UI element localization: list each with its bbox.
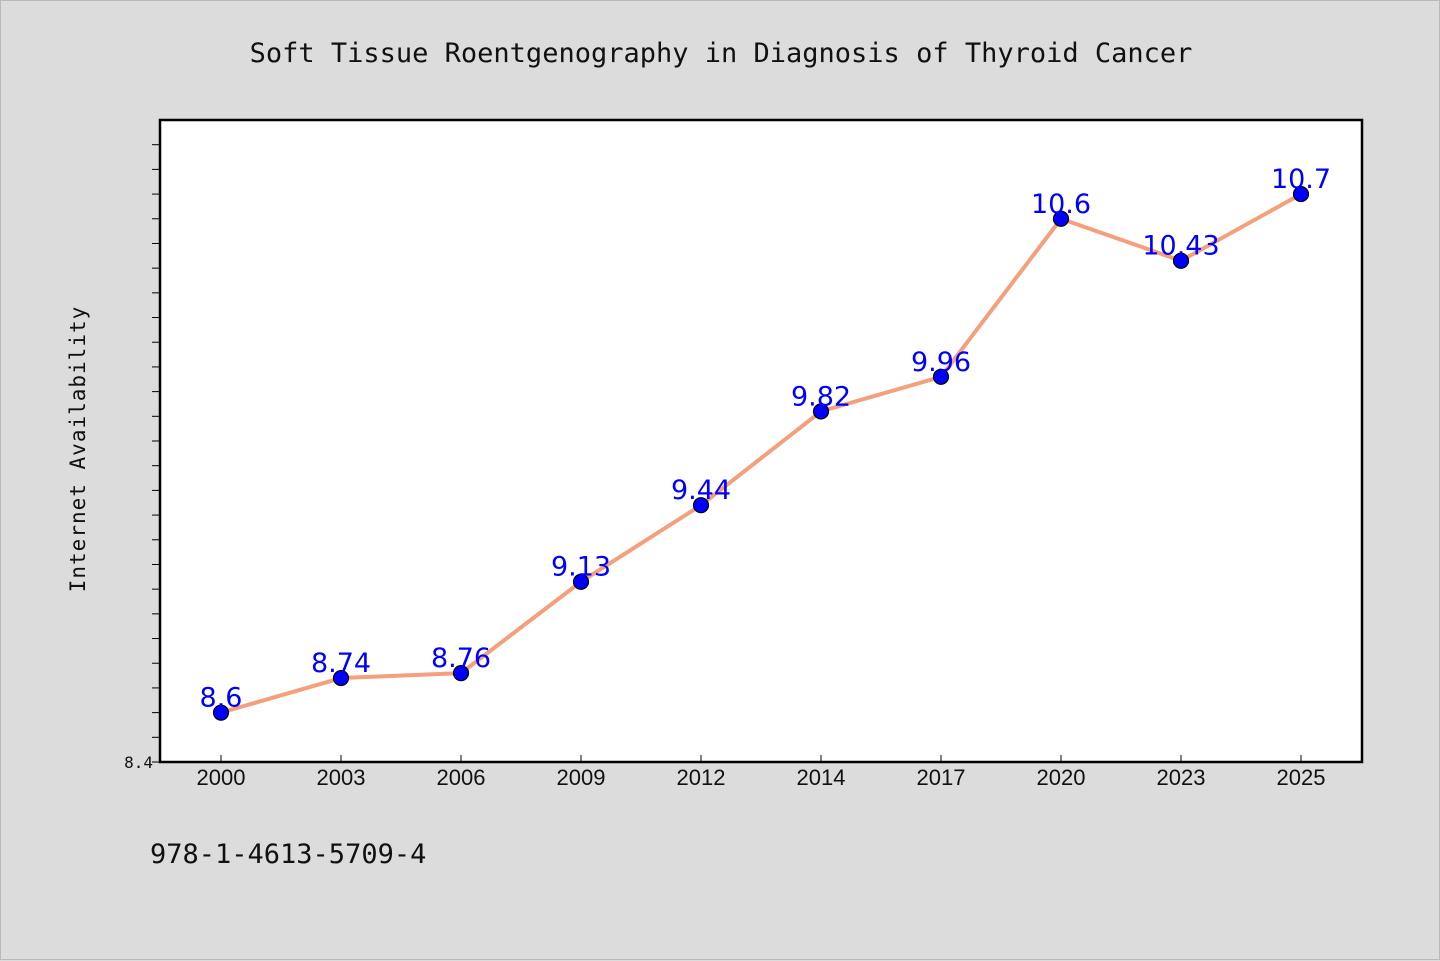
data-point [692, 497, 710, 514]
plot-area [158, 118, 1364, 764]
data-label-layer: 8.6 8.74 8.76 9.13 9.44 9.82 9.96 10.6 10.43 10.7 [200, 164, 1332, 714]
x-tick-label: 2025 [1277, 765, 1326, 790]
data-point [932, 368, 950, 385]
data-label: 10.43 [1142, 231, 1219, 262]
data-label: 9.96 [911, 347, 971, 378]
data-label: 10.7 [1271, 164, 1331, 195]
y-axis-ticks: 8.4 [124, 144, 160, 772]
data-label: 9.13 [551, 552, 611, 583]
data-point [572, 573, 590, 590]
chart-title: Soft Tissue Roentgenography in Diagnosis… [250, 38, 1193, 69]
x-tick-label: 2012 [677, 765, 726, 790]
data-point [1172, 252, 1190, 269]
data-point [212, 704, 230, 721]
y-axis-label: Internet Availability [66, 306, 90, 593]
isbn-label: 978-1-4613-5709-4 [150, 839, 426, 870]
x-axis-ticks: 2000 2003 2006 2009 2012 2014 2017 2020 2023 2025 [197, 755, 1326, 790]
x-tick-label: 2000 [197, 765, 246, 790]
data-point [332, 669, 350, 687]
data-label: 9.82 [791, 381, 851, 412]
series-line [219, 192, 1303, 715]
data-label: 10.6 [1031, 189, 1091, 220]
data-label: 8.6 [200, 683, 243, 714]
x-tick-label: 2014 [797, 765, 846, 790]
x-tick-label: 2006 [437, 765, 486, 790]
data-point [812, 403, 830, 420]
data-label: 8.74 [311, 648, 371, 679]
y-tick-label: 8.4 [124, 753, 153, 772]
x-tick-label: 2020 [1037, 765, 1086, 790]
data-point [1052, 210, 1070, 227]
x-tick-label: 2023 [1157, 765, 1206, 790]
data-point [452, 665, 470, 682]
data-point [1292, 185, 1310, 203]
x-tick-label: 2003 [317, 765, 366, 790]
data-label: 8.76 [431, 643, 491, 674]
series-layer [212, 185, 1310, 721]
x-tick-label: 2017 [917, 765, 966, 790]
x-tick-label: 2009 [557, 765, 606, 790]
data-label: 9.44 [671, 475, 731, 506]
